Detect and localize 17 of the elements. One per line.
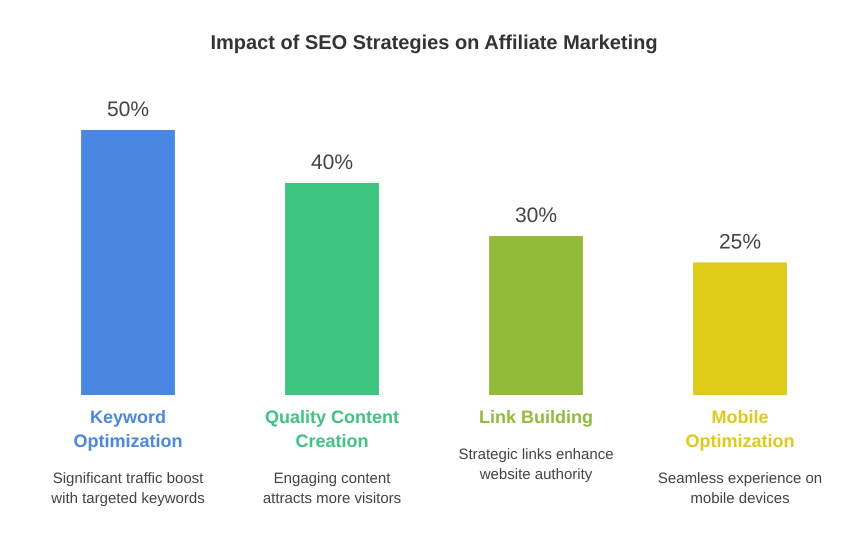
chart-title: Impact of SEO Strategies on Affiliate Marketing bbox=[210, 32, 658, 54]
data-label: 50% bbox=[106, 98, 150, 121]
data-label: 40% bbox=[310, 151, 354, 174]
x-tick-label: Quality Content Creation bbox=[265, 407, 400, 451]
x-tick-label: Keyword Optimization bbox=[74, 407, 182, 451]
text: Seamless experience on mobile devices bbox=[658, 470, 822, 507]
data-label: 30% bbox=[514, 204, 558, 227]
bar bbox=[81, 130, 175, 395]
bar bbox=[285, 183, 379, 395]
bar bbox=[489, 236, 583, 395]
text: Strategic links enhance website authority bbox=[458, 446, 614, 483]
bar bbox=[693, 262, 787, 395]
text: Engaging content attracts more visitors bbox=[262, 470, 402, 507]
x-tick-label: Mobile Optimization bbox=[686, 407, 794, 451]
x-tick-label: Link Building bbox=[479, 407, 593, 427]
data-label: 25% bbox=[718, 230, 762, 254]
text: Significant traffic boost with targeted keywords bbox=[50, 470, 205, 507]
